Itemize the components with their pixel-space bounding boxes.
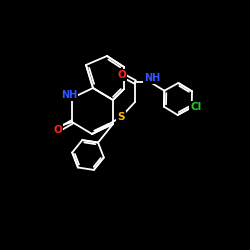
Text: Cl: Cl bbox=[190, 102, 201, 112]
Text: O: O bbox=[118, 70, 126, 80]
Text: NH: NH bbox=[61, 90, 77, 100]
Text: O: O bbox=[54, 125, 62, 135]
Text: NH: NH bbox=[144, 73, 160, 83]
Text: S: S bbox=[117, 112, 125, 122]
